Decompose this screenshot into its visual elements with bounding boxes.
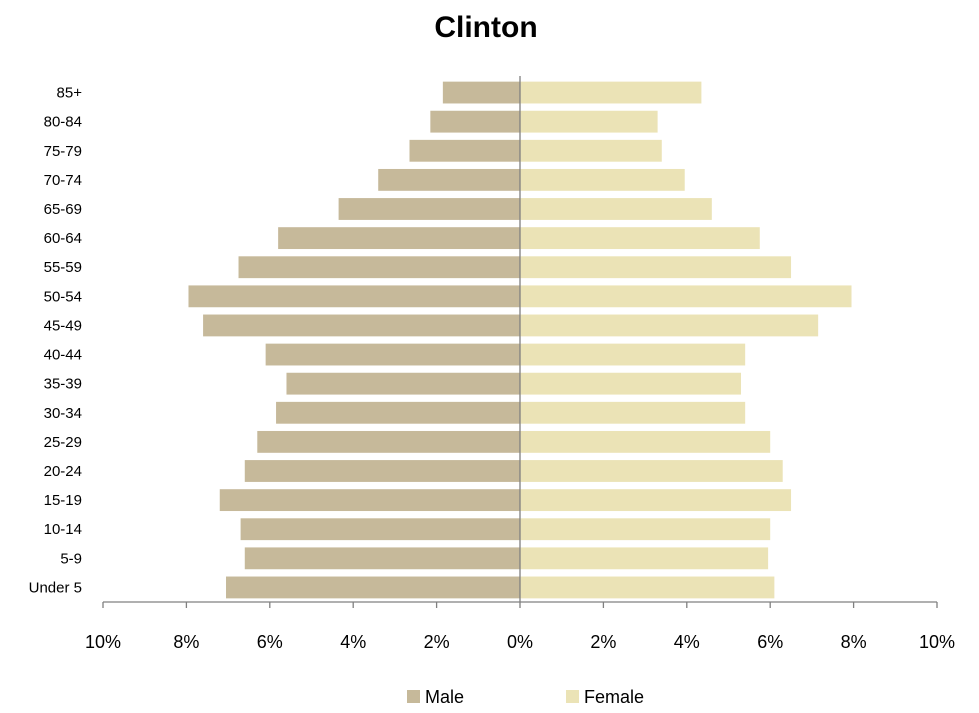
legend-swatch-female <box>566 690 579 703</box>
bar-male-70-74 <box>378 168 520 191</box>
bar-female-80-84 <box>520 110 658 133</box>
x-tick-label: 8% <box>841 632 867 652</box>
bar-female-75-79 <box>520 139 662 162</box>
category-label: 30-34 <box>44 405 82 422</box>
bar-male-35-39 <box>286 372 520 395</box>
category-label: 40-44 <box>44 347 82 364</box>
bar-female-under-5 <box>520 576 775 599</box>
category-label: 80-84 <box>44 114 82 131</box>
bar-female-40-44 <box>520 343 746 366</box>
x-tick-label: 0% <box>507 632 533 652</box>
category-label: 45-49 <box>44 317 82 334</box>
bars-group <box>188 81 852 599</box>
bar-male-80-84 <box>430 110 520 133</box>
bar-female-15-19 <box>520 489 792 512</box>
bar-male-25-29 <box>257 430 520 453</box>
category-label: 60-64 <box>44 230 82 247</box>
bar-female-35-39 <box>520 372 742 395</box>
bar-male-60-64 <box>278 227 520 250</box>
bar-male-40-44 <box>265 343 520 366</box>
x-axis: 10% 8% 6% 4% 2% 0% 2% 4% 6% 8% 10% <box>85 76 955 652</box>
x-tick-label: 4% <box>674 632 700 652</box>
bar-female-25-29 <box>520 430 771 453</box>
x-tick-label: 2% <box>424 632 450 652</box>
bar-male-55-59 <box>238 256 520 279</box>
bar-male-10-14 <box>240 518 521 541</box>
x-tick-label: 2% <box>590 632 616 652</box>
category-label: 70-74 <box>44 172 82 189</box>
category-labels: Under 5 5-9 10-14 15-19 20-24 25-29 30-34 35-39… <box>29 85 83 597</box>
legend-label-male: Male <box>425 687 464 707</box>
bar-female-5-9 <box>520 547 769 570</box>
bar-male-under-5 <box>226 576 520 599</box>
chart-title: Clinton <box>434 11 537 44</box>
bar-male-85+ <box>442 81 520 104</box>
bar-male-15-19 <box>219 489 520 512</box>
bar-female-10-14 <box>520 518 771 541</box>
x-tick-label: 6% <box>757 632 783 652</box>
bar-female-85+ <box>520 81 702 104</box>
bar-male-45-49 <box>203 314 520 337</box>
bar-male-75-79 <box>409 139 520 162</box>
bar-female-45-49 <box>520 314 819 337</box>
x-tick-label: 10% <box>919 632 955 652</box>
legend-label-female: Female <box>584 687 644 707</box>
bar-male-5-9 <box>244 547 520 570</box>
legend-swatch-male <box>407 690 420 703</box>
legend: Male Female <box>407 687 644 707</box>
category-label: 15-19 <box>44 492 82 509</box>
bar-female-70-74 <box>520 168 685 191</box>
category-label: 35-39 <box>44 376 82 393</box>
category-label: 25-29 <box>44 434 82 451</box>
bar-female-65-69 <box>520 198 712 220</box>
category-label: 65-69 <box>44 201 82 218</box>
bar-male-65-69 <box>338 198 520 220</box>
bar-male-30-34 <box>276 401 520 424</box>
category-label: 50-54 <box>44 288 82 305</box>
bar-female-20-24 <box>520 460 783 482</box>
category-label: 10-14 <box>44 521 82 538</box>
category-label: Under 5 <box>29 579 82 596</box>
bar-male-20-24 <box>244 460 520 482</box>
x-tick-label: 6% <box>257 632 283 652</box>
bar-male-50-54 <box>188 285 521 308</box>
bar-female-30-34 <box>520 401 746 424</box>
category-label: 75-79 <box>44 143 82 160</box>
bar-female-55-59 <box>520 256 792 279</box>
category-label: 20-24 <box>44 463 82 480</box>
x-tick-label: 4% <box>340 632 366 652</box>
x-tick-label: 10% <box>85 632 121 652</box>
category-label: 55-59 <box>44 259 82 276</box>
bar-female-50-54 <box>520 285 852 308</box>
x-tick-label: 8% <box>173 632 199 652</box>
category-label: 5-9 <box>60 550 82 567</box>
category-label: 85+ <box>57 85 83 102</box>
bar-female-60-64 <box>520 227 760 250</box>
